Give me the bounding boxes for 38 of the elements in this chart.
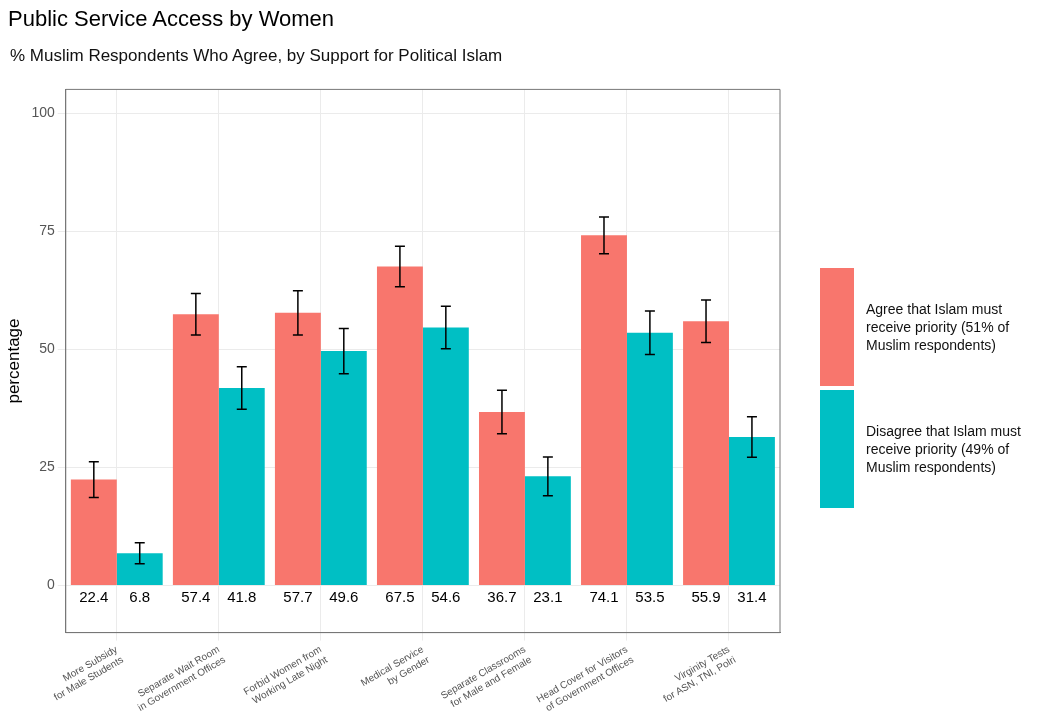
data-label: 57.7 [283, 588, 313, 606]
bar [218, 387, 265, 585]
bar [683, 321, 729, 585]
bar [376, 266, 423, 585]
y-axis-title: percentage [3, 318, 23, 404]
y-tick-label: 0 [46, 576, 55, 593]
bar [581, 235, 627, 585]
y-tick-label: 50 [39, 340, 55, 357]
chart-subtitle: % Muslim Respondents Who Agree, by Support for Political Islam [10, 46, 503, 66]
bar [524, 476, 571, 585]
data-label: 67.5 [385, 588, 415, 606]
bar [728, 437, 775, 585]
bar [172, 314, 219, 585]
bar [626, 332, 673, 585]
text: Disagree that Islam must receive priority (49% of Muslim respondents) [866, 422, 1022, 476]
data-label: 57.4 [181, 588, 211, 606]
y-tick-label: 75 [39, 221, 55, 238]
text: Agree that Islam must receive priority (51% of Muslim respondents) [866, 300, 1011, 354]
data-label: 55.9 [691, 588, 721, 606]
data-label: 41.8 [227, 588, 257, 606]
data-label: 31.4 [737, 588, 767, 606]
data-label: 22.4 [79, 588, 109, 606]
data-label: 6.8 [129, 588, 151, 606]
y-tick-label: 25 [39, 458, 55, 475]
y-tick-label: 100 [31, 103, 55, 120]
data-label: 54.6 [431, 588, 461, 606]
bar [479, 412, 525, 585]
bar [116, 553, 163, 585]
bar [70, 479, 117, 585]
bar [274, 312, 321, 585]
bar [422, 327, 469, 585]
bar [320, 351, 367, 585]
data-label: 49.6 [329, 588, 359, 606]
data-label: 23.1 [533, 588, 563, 606]
chart-title: Public Service Access by Women [8, 6, 335, 32]
data-label: 53.5 [635, 588, 665, 606]
data-label: 36.7 [487, 588, 517, 606]
data-label: 74.1 [589, 588, 619, 606]
